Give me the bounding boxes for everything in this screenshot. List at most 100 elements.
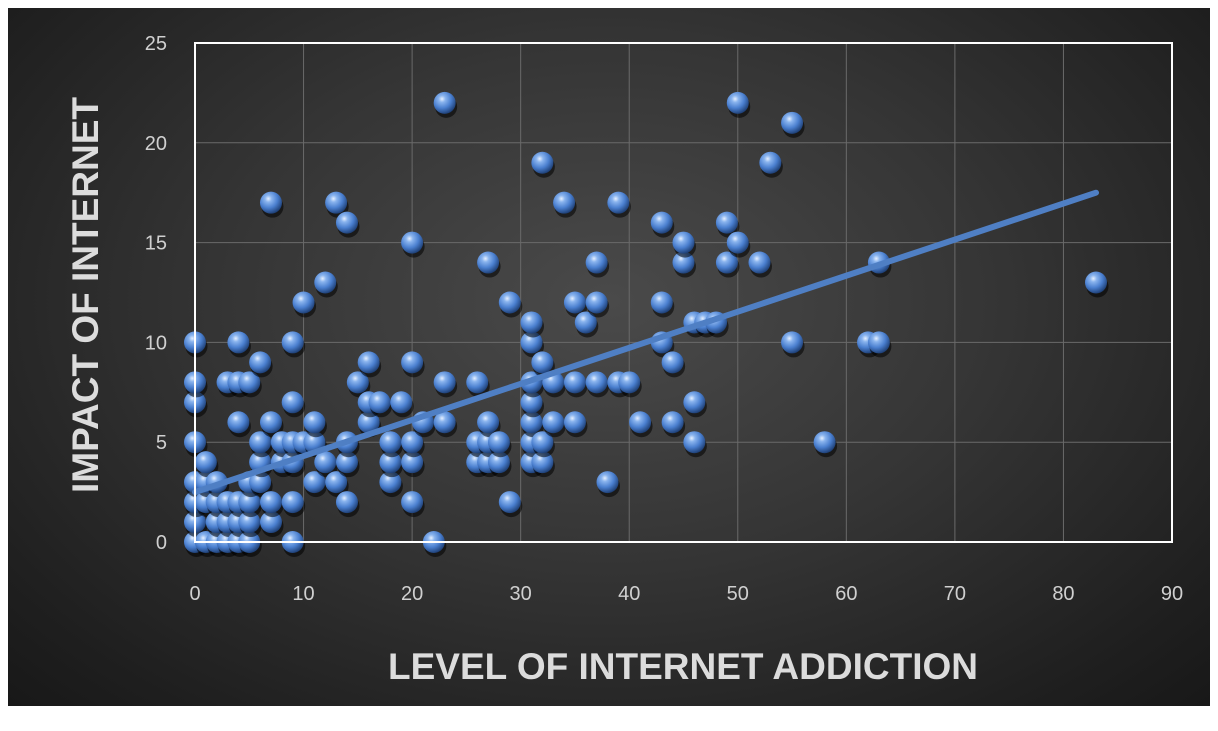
data-point bbox=[346, 371, 371, 398]
data-point bbox=[520, 391, 545, 418]
data-point bbox=[531, 431, 555, 458]
y-axis-title: IMPACT OF INTERNET bbox=[65, 97, 106, 493]
data-point bbox=[194, 451, 219, 478]
data-point bbox=[422, 531, 447, 557]
y-tick-label: 20 bbox=[145, 133, 167, 155]
trendline-layer bbox=[192, 189, 1100, 496]
data-point bbox=[238, 531, 262, 557]
data-point bbox=[629, 411, 653, 438]
data-point bbox=[585, 251, 610, 278]
data-point bbox=[748, 251, 772, 278]
data-point bbox=[401, 491, 425, 518]
data-point bbox=[661, 351, 686, 378]
chart-figure: 0 10 20 30 40 50 60 70 80 90 0 5 10 15 20 25 LEVEL OF I… bbox=[8, 8, 1210, 706]
data-point bbox=[726, 91, 751, 118]
trendline bbox=[192, 189, 1100, 496]
data-point bbox=[1085, 271, 1109, 298]
data-point bbox=[281, 391, 306, 418]
y-tick-label: 5 bbox=[156, 432, 167, 454]
data-point bbox=[314, 271, 338, 298]
data-point bbox=[563, 411, 588, 438]
data-point bbox=[379, 451, 403, 478]
data-point bbox=[661, 411, 686, 438]
data-point bbox=[303, 411, 327, 438]
data-point bbox=[433, 371, 458, 398]
x-tick-label: 70 bbox=[944, 583, 966, 605]
data-point bbox=[335, 451, 360, 478]
data-point bbox=[281, 491, 306, 518]
x-tick-label: 30 bbox=[510, 583, 532, 605]
data-point bbox=[715, 251, 740, 278]
data-point bbox=[227, 411, 251, 438]
data-point bbox=[259, 491, 284, 518]
data-point bbox=[477, 251, 501, 278]
data-point bbox=[401, 451, 425, 478]
data-point bbox=[520, 311, 545, 338]
data-point bbox=[520, 331, 545, 358]
data-point bbox=[379, 471, 403, 498]
data-point bbox=[259, 411, 284, 438]
data-point bbox=[520, 411, 545, 438]
data-point bbox=[574, 311, 599, 338]
data-point bbox=[259, 191, 284, 218]
scatter-chart: 0 10 20 30 40 50 60 70 80 90 0 5 10 15 20 25 LEVEL OF I… bbox=[65, 33, 1183, 687]
data-point bbox=[683, 431, 707, 458]
data-point bbox=[227, 331, 251, 358]
y-tick-label: 25 bbox=[145, 33, 167, 55]
data-point bbox=[563, 371, 588, 398]
data-point bbox=[335, 491, 360, 518]
data-point bbox=[759, 151, 783, 178]
data-point bbox=[487, 451, 512, 478]
data-point bbox=[487, 431, 512, 458]
data-point bbox=[249, 431, 273, 458]
data-point bbox=[596, 471, 621, 498]
x-tick-label: 80 bbox=[1052, 583, 1074, 605]
data-point bbox=[563, 291, 588, 318]
data-point bbox=[401, 431, 425, 458]
data-point bbox=[433, 91, 458, 118]
data-point bbox=[281, 531, 306, 557]
data-point bbox=[477, 411, 501, 438]
data-point bbox=[368, 391, 393, 418]
data-point bbox=[335, 211, 360, 238]
data-point bbox=[531, 151, 555, 178]
data-point bbox=[401, 231, 425, 258]
data-point bbox=[650, 211, 675, 238]
data-point bbox=[401, 351, 425, 378]
data-point bbox=[498, 491, 523, 518]
tick-labels: 0 10 20 30 40 50 60 70 80 90 0 5 10 15 20 25 bbox=[145, 33, 1183, 605]
data-point bbox=[781, 111, 805, 138]
data-point bbox=[867, 331, 892, 358]
data-point bbox=[781, 331, 805, 358]
data-point bbox=[238, 511, 262, 538]
data-point bbox=[249, 471, 273, 498]
data-point bbox=[813, 431, 838, 458]
data-point bbox=[542, 411, 566, 438]
data-point bbox=[433, 411, 458, 438]
x-axis-title: LEVEL OF INTERNET ADDICTION bbox=[388, 646, 978, 687]
data-point bbox=[618, 371, 642, 398]
data-point bbox=[281, 331, 306, 358]
data-point bbox=[238, 491, 262, 518]
data-point bbox=[715, 211, 740, 238]
data-point bbox=[585, 291, 610, 318]
plot-area-border bbox=[194, 42, 1173, 543]
data-point bbox=[672, 231, 696, 258]
x-tick-label: 90 bbox=[1161, 583, 1183, 605]
data-point bbox=[325, 471, 349, 498]
x-tick-label: 60 bbox=[835, 583, 857, 605]
y-tick-label: 0 bbox=[156, 532, 167, 554]
data-point bbox=[357, 351, 382, 378]
data-point bbox=[259, 511, 284, 538]
x-tick-label: 0 bbox=[189, 583, 200, 605]
data-point bbox=[292, 291, 317, 318]
data-point bbox=[531, 451, 555, 478]
data-point bbox=[466, 371, 490, 398]
data-point bbox=[672, 251, 696, 278]
data-point bbox=[249, 351, 273, 378]
x-tick-label: 40 bbox=[618, 583, 640, 605]
x-tick-label: 50 bbox=[727, 583, 749, 605]
data-point bbox=[650, 291, 675, 318]
data-point bbox=[683, 391, 707, 418]
data-point bbox=[607, 191, 631, 218]
